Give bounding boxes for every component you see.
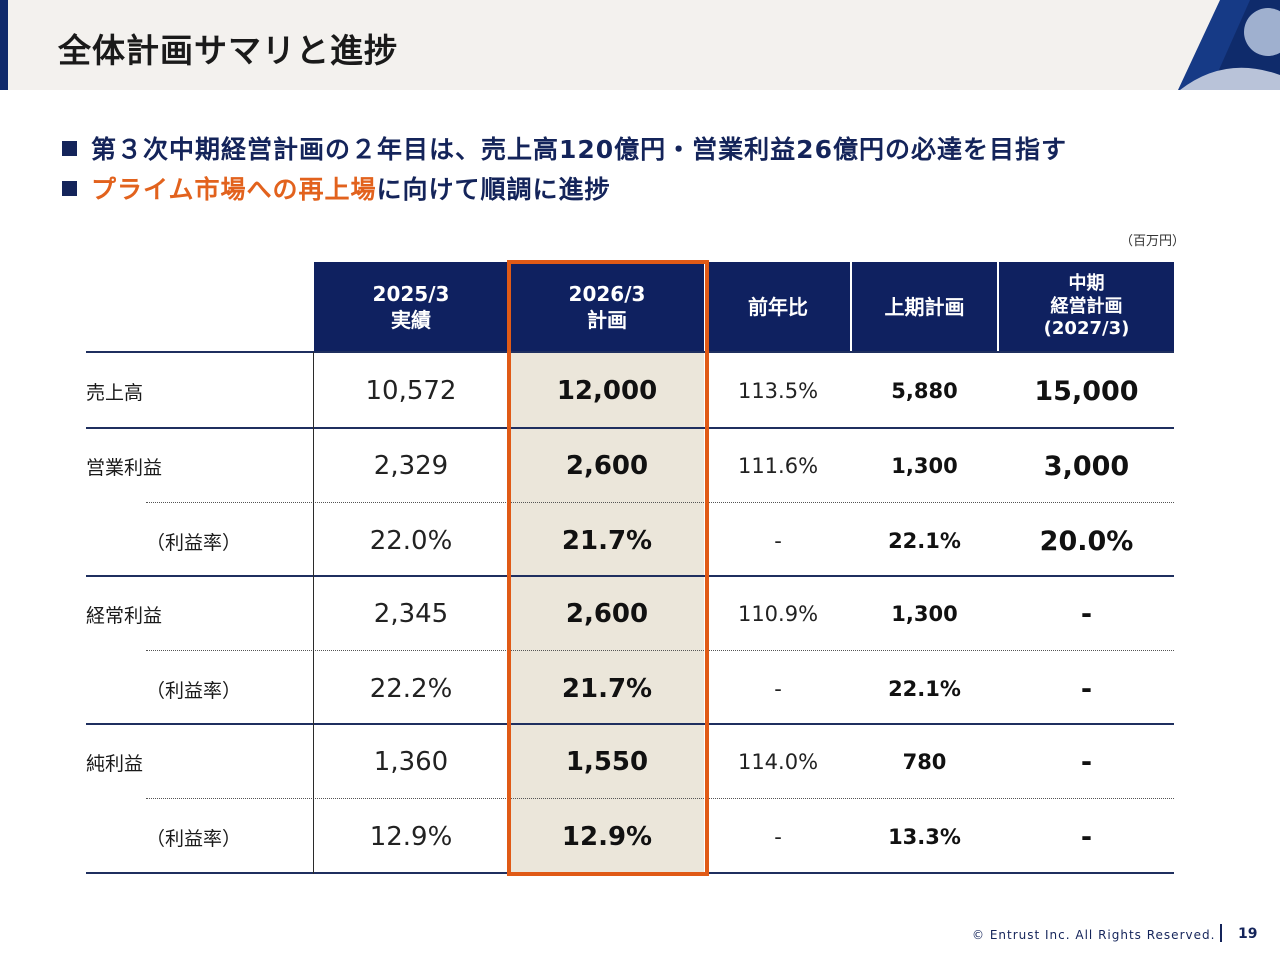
cell-plan: 12.9% [561,822,653,852]
header-mid-term-plan: 中期 経営計画 (2027/3) [999,262,1174,352]
corner-logo-art [1178,0,1280,90]
page-title: 全体計画サマリと進捗 [58,31,398,70]
cell-h1-plan: 1,300 [891,602,958,626]
row-dotted-divider [146,798,1174,799]
cell-h1-plan: 22.1% [888,529,961,553]
row-divider [86,723,1174,725]
cell-h1-plan: 780 [902,750,947,774]
row-label: （利益率） [146,531,242,554]
cell-yoy: 110.9% [737,602,819,626]
cell-actual: 2,345 [373,599,449,629]
bullet-text: 第３次中期経営計画の２年目は、売上高120億円・営業利益26億円の必達を目指す [91,135,1067,164]
cell-h1-plan: 22.1% [888,677,961,701]
cell-yoy: 113.5% [737,379,819,403]
cell-actual: 2,329 [373,451,449,481]
cell-actual: 10,572 [365,376,457,406]
cell-actual: 22.0% [369,526,453,556]
copyright-text: © Entrust Inc. All Rights Reserved. [972,928,1216,942]
plan-summary-table: 2025/3 実績 2026/3 計画 前年比 上期計画 中期 経営計画 (2027/3… [86,260,1174,876]
cell-mid-term: - [1080,821,1093,853]
cell-mid-term: - [1080,746,1093,778]
row-divider [86,575,1174,577]
cell-h1-plan: 5,880 [891,379,958,403]
cell-mid-term: 20.0% [1039,525,1134,557]
cell-actual: 1,360 [373,747,449,777]
row-label: 経常利益 [86,604,163,627]
cell-mid-term: - [1080,673,1093,705]
cell-yoy: 111.6% [737,454,819,478]
row-label: 売上高 [86,381,144,404]
header-h1-plan: 上期計画 [852,262,997,352]
square-bullet-icon [62,140,77,156]
cell-plan: 21.7% [561,674,653,704]
bullet-item: 第３次中期経営計画の２年目は、売上高120億円・営業利益26億円の必達を目指す [62,128,1067,168]
cell-plan: 2,600 [565,599,649,629]
cell-yoy: 114.0% [737,750,819,774]
bullet-item: プライム市場への再上場 に向けて順調に進捗 [62,168,1067,208]
bullet-text: に向けて順調に進捗 [376,175,611,204]
cell-mid-term: 3,000 [1043,450,1130,482]
cell-actual: 12.9% [369,822,453,852]
cell-plan: 2,600 [565,451,649,481]
header-yoy: 前年比 [706,262,850,352]
row-label: 営業利益 [86,456,163,479]
unit-note: （百万円） [1120,234,1186,249]
row-divider [86,427,1174,429]
cell-yoy: - [774,677,782,701]
plan-column-outline [507,260,709,876]
cell-h1-plan: 1,300 [891,454,958,478]
row-label: （利益率） [146,827,242,850]
column-divider [313,352,314,874]
cell-yoy: - [774,529,782,553]
row-dotted-divider [146,650,1174,651]
cell-plan: 12,000 [556,376,658,406]
row-label: （利益率） [146,679,242,702]
row-divider [86,351,1174,353]
cell-h1-plan: 13.3% [888,825,961,849]
header-accent-bar [0,0,8,90]
square-bullet-icon [62,180,77,196]
page-number: 19 [1238,926,1258,942]
cell-actual: 22.2% [369,674,453,704]
row-label: 純利益 [86,752,144,775]
footer-divider [1220,924,1222,942]
header-plan: 2026/3 計画 [510,262,704,352]
plan-column-highlight [508,352,704,874]
bullet-highlight: プライム市場への再上場 [91,175,377,204]
summary-bullets: 第３次中期経営計画の２年目は、売上高120億円・営業利益26億円の必達を目指す … [62,128,1067,208]
cell-mid-term: 15,000 [1034,375,1139,407]
header-band: 全体計画サマリと進捗 [0,0,1280,90]
row-dotted-divider [146,502,1174,503]
cell-yoy: - [774,825,782,849]
cell-plan: 21.7% [561,526,653,556]
header-actual: 2025/3 実績 [314,262,508,352]
cell-mid-term: - [1080,598,1093,630]
cell-plan: 1,550 [565,747,649,777]
